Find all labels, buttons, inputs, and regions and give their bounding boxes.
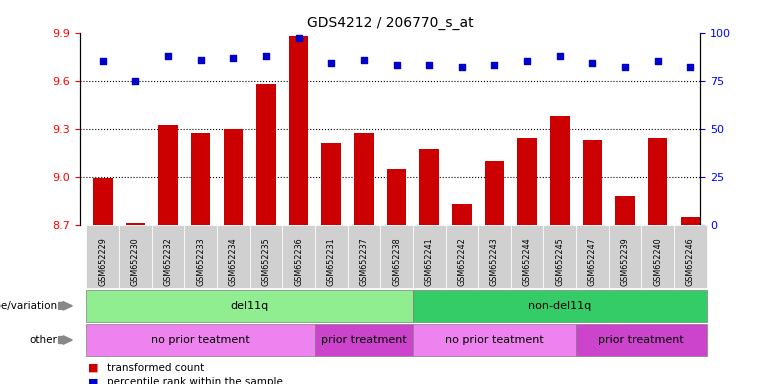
Point <box>325 60 337 66</box>
Point <box>554 53 566 59</box>
Text: GSM652238: GSM652238 <box>392 237 401 286</box>
Point <box>129 78 142 84</box>
Point <box>162 53 174 59</box>
Point <box>195 56 207 63</box>
Text: GSM652245: GSM652245 <box>556 237 564 286</box>
Text: prior treatment: prior treatment <box>598 335 684 345</box>
Bar <box>648 138 667 225</box>
Bar <box>583 140 602 225</box>
Bar <box>158 126 178 225</box>
Text: GSM652235: GSM652235 <box>262 237 270 286</box>
Text: GSM652247: GSM652247 <box>588 237 597 286</box>
Point <box>97 58 109 65</box>
Text: GSM652243: GSM652243 <box>490 237 499 286</box>
Text: ■: ■ <box>88 363 98 373</box>
Text: GSM652234: GSM652234 <box>229 237 238 286</box>
Text: GSM652239: GSM652239 <box>620 237 629 286</box>
Point <box>228 55 240 61</box>
Text: transformed count: transformed count <box>107 363 204 373</box>
Bar <box>517 138 537 225</box>
Bar <box>256 84 275 225</box>
Text: other: other <box>29 335 57 345</box>
Bar <box>224 129 243 225</box>
Point <box>456 64 468 70</box>
Point <box>423 62 435 68</box>
Point <box>586 60 598 66</box>
Bar <box>321 143 341 225</box>
Text: non-del11q: non-del11q <box>528 301 591 311</box>
Text: GSM652236: GSM652236 <box>294 237 303 286</box>
Point <box>684 64 696 70</box>
Bar <box>126 223 145 225</box>
Text: percentile rank within the sample: percentile rank within the sample <box>107 377 282 384</box>
Bar <box>550 116 569 225</box>
Text: del11q: del11q <box>231 301 269 311</box>
Point <box>260 53 272 59</box>
Point <box>292 35 304 41</box>
Bar <box>615 196 635 225</box>
Point <box>619 64 631 70</box>
Text: ■: ■ <box>88 377 98 384</box>
Bar <box>93 178 113 225</box>
Text: prior treatment: prior treatment <box>321 335 407 345</box>
Point <box>390 62 403 68</box>
Text: GSM652229: GSM652229 <box>98 237 107 286</box>
Point <box>521 58 533 65</box>
Text: no prior teatment: no prior teatment <box>151 335 250 345</box>
Text: GSM652240: GSM652240 <box>653 237 662 286</box>
Bar <box>387 169 406 225</box>
Title: GDS4212 / 206770_s_at: GDS4212 / 206770_s_at <box>307 16 473 30</box>
Text: GSM652233: GSM652233 <box>196 237 205 286</box>
Bar <box>191 134 211 225</box>
Text: GSM652242: GSM652242 <box>457 237 466 286</box>
Text: GSM652241: GSM652241 <box>425 237 434 286</box>
Text: GSM652230: GSM652230 <box>131 237 140 286</box>
Text: GSM652231: GSM652231 <box>326 237 336 286</box>
Point <box>651 58 664 65</box>
Text: GSM652244: GSM652244 <box>523 237 532 286</box>
Point <box>358 56 370 63</box>
Bar <box>680 217 700 225</box>
Text: genotype/variation: genotype/variation <box>0 301 57 311</box>
Text: GSM652246: GSM652246 <box>686 237 695 286</box>
Bar <box>289 36 308 225</box>
Bar <box>354 134 374 225</box>
Bar <box>419 149 439 225</box>
Point <box>489 62 501 68</box>
Bar <box>485 161 505 225</box>
Bar <box>452 204 472 225</box>
Text: GSM652232: GSM652232 <box>164 237 173 286</box>
Text: GSM652237: GSM652237 <box>359 237 368 286</box>
Text: no prior teatment: no prior teatment <box>445 335 544 345</box>
